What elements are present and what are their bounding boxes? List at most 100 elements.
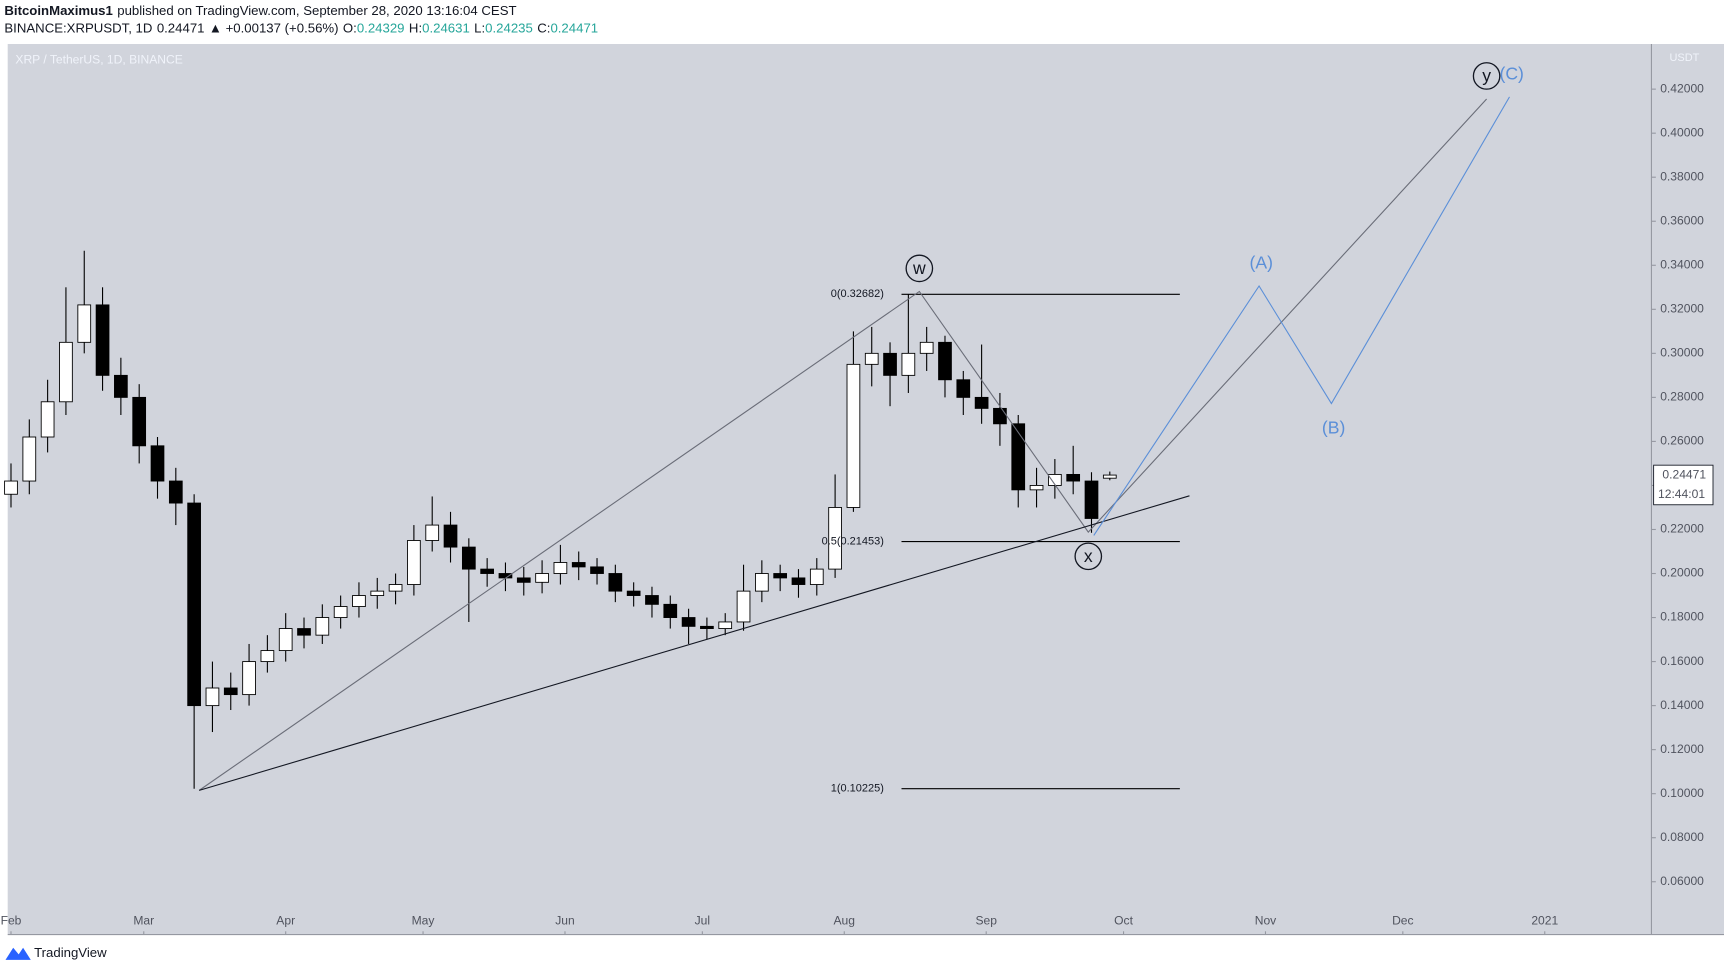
y-tick-label: 0.12000	[1660, 742, 1704, 756]
y-tick-label: 0.32000	[1660, 301, 1704, 315]
candle-body	[114, 374, 128, 398]
fib-label: 0.5(0.21453)	[822, 535, 884, 547]
x-tick-label: Aug	[834, 914, 856, 928]
x-tick-label: Oct	[1114, 914, 1133, 928]
candle-body	[993, 407, 1007, 425]
candle-body	[425, 524, 440, 541]
candle-body	[571, 562, 586, 568]
wave-circle	[1472, 62, 1501, 90]
header: BitcoinMaximus1 published on TradingView.…	[4, 4, 598, 37]
wave-line	[1093, 96, 1510, 536]
candle-body	[260, 650, 275, 663]
candle-body	[1102, 474, 1117, 479]
footer: TradingView	[5, 945, 107, 960]
x-tick-label: Dec	[1392, 914, 1413, 928]
wave-circle	[905, 254, 934, 283]
candle-body	[809, 568, 824, 585]
candle-body	[516, 577, 531, 583]
x-tick-label: 2021	[1531, 914, 1558, 928]
wave-label: (A)	[1250, 253, 1273, 273]
legend-item: BINANCE:XRPUSDT, 1D	[4, 21, 152, 36]
candle-body	[22, 436, 37, 482]
y-tick-label: 0.16000	[1660, 654, 1704, 668]
x-tick-label: Jun	[555, 914, 574, 928]
candle-body	[938, 341, 952, 381]
plot	[4, 250, 1117, 789]
candle-body	[370, 590, 385, 596]
candle-body	[95, 304, 110, 376]
candle-body	[77, 304, 92, 343]
x-tick-label: Sep	[975, 914, 997, 928]
wave-circle	[1074, 542, 1103, 571]
y-tick-label: 0.28000	[1660, 390, 1704, 404]
candle-body	[223, 687, 238, 696]
candle-body	[755, 573, 769, 592]
price-tag-label: 0.24471	[1662, 467, 1706, 481]
brand: TradingView	[34, 945, 107, 960]
fib-label: 0(0.32682)	[831, 288, 884, 300]
wave-label: w	[912, 258, 926, 278]
price-tag	[1653, 464, 1714, 506]
y-tick-label: 0.30000	[1660, 346, 1704, 360]
candle-body	[590, 566, 604, 574]
x-tick-label: Jul	[695, 914, 710, 928]
wave-label: y	[1482, 66, 1491, 86]
brand-logo	[5, 947, 31, 960]
candle-body	[974, 396, 989, 409]
candle-body	[718, 621, 733, 629]
candle-body	[4, 480, 18, 495]
x-tick-label: May	[412, 914, 436, 928]
candle-body	[736, 590, 751, 623]
y-tick-label: 0.34000	[1660, 257, 1704, 271]
candle-body	[150, 445, 165, 482]
candle-body	[608, 573, 623, 592]
candle-body	[956, 379, 971, 398]
candle-body	[480, 568, 494, 574]
y-tick-label: 0.10000	[1660, 786, 1704, 800]
price-unit: USDT	[1669, 52, 1699, 64]
y-tick-label: 0.40000	[1660, 125, 1704, 139]
symbol-legend: BINANCE:XRPUSDT, 1D 0.24471 ▲ +0.00137 (+0…	[4, 21, 598, 36]
candle-body	[791, 577, 806, 585]
y-tick-label: 0.26000	[1660, 434, 1704, 448]
x-tick-label: Feb	[1, 914, 22, 928]
wave-label: (C)	[1499, 63, 1523, 83]
candle-body	[828, 507, 842, 570]
y-tick-label: 0.36000	[1660, 213, 1704, 227]
candle-body	[333, 606, 348, 618]
legend-item: H:	[409, 21, 422, 36]
legend-item: 0.24471	[550, 21, 598, 36]
candle-body	[901, 352, 916, 376]
wave-label: (B)	[1322, 417, 1345, 437]
y-tick-label: 0.14000	[1660, 698, 1704, 712]
candle-body	[1066, 473, 1081, 482]
chart-background	[7, 44, 1724, 935]
candle-body	[773, 573, 788, 579]
candle-body	[535, 573, 549, 583]
legend-item: 0.24471	[157, 21, 205, 36]
x-tick-label: Nov	[1255, 914, 1276, 928]
wave-line	[198, 98, 1488, 791]
candle-body	[59, 341, 73, 403]
candle-body	[919, 341, 934, 354]
legend-item: O:	[343, 21, 357, 36]
legend-item: ▲ +0.00137 (+0.56%)	[209, 21, 339, 36]
candle-body	[407, 540, 421, 585]
y-tick-label: 0.06000	[1660, 874, 1704, 888]
y-tick-label: 0.38000	[1660, 169, 1704, 183]
y-tick-label: 0.22000	[1660, 522, 1704, 536]
candle-body	[553, 562, 568, 574]
y-tick-label: 0.42000	[1660, 81, 1704, 95]
candle-body	[681, 617, 696, 627]
published: published on TradingView.com, September …	[117, 4, 516, 19]
candle-body	[1029, 485, 1044, 491]
y-tick-label: 0.08000	[1660, 830, 1704, 844]
candle-body	[205, 687, 220, 707]
candle-body	[352, 595, 366, 607]
candle-body	[388, 584, 403, 592]
candle-body	[883, 352, 897, 376]
candle-body	[461, 546, 476, 570]
x-tick-label: Mar	[133, 914, 154, 928]
